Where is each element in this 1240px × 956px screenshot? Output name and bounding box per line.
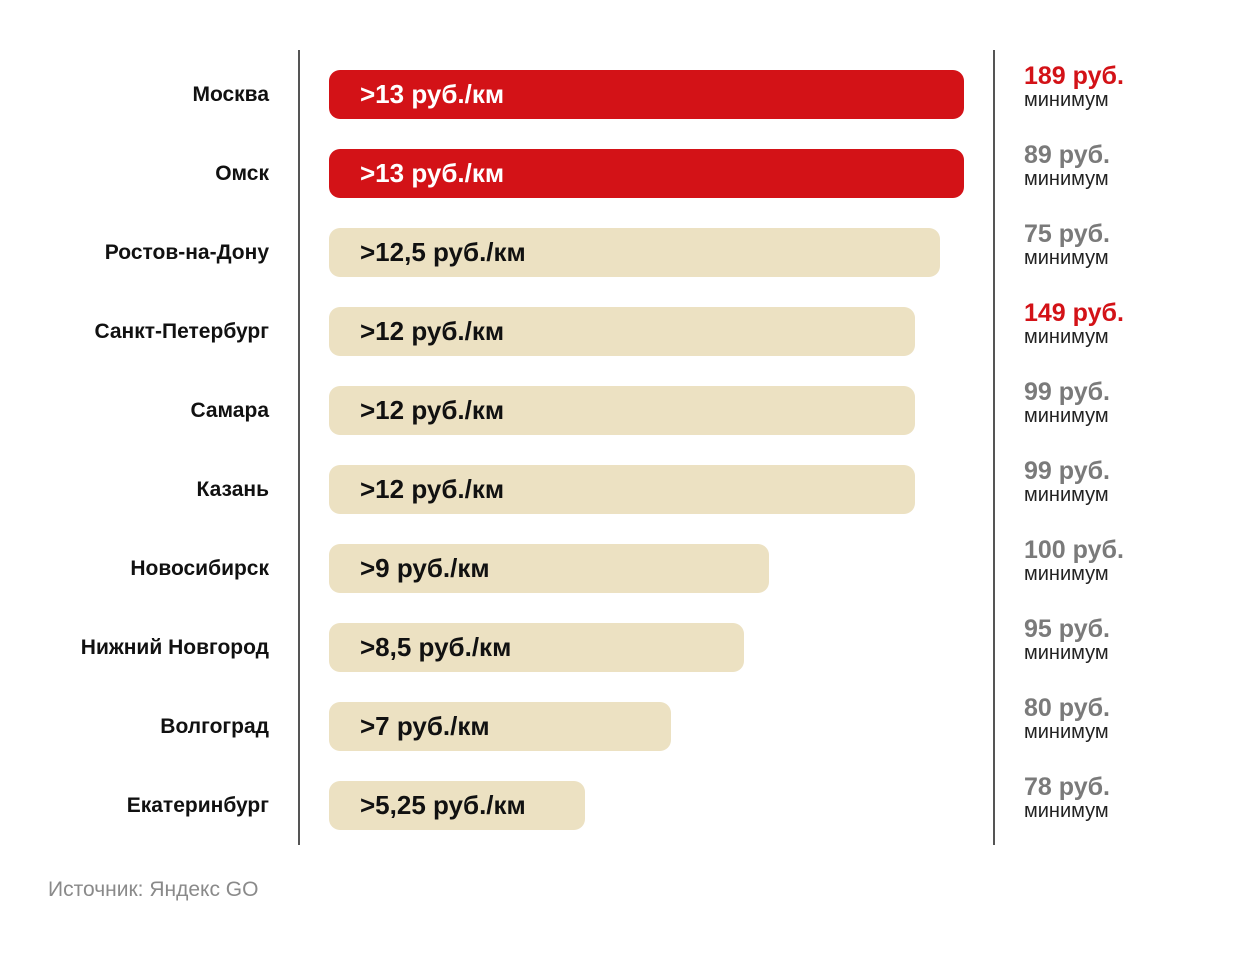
bar: >7 руб./км — [329, 702, 671, 751]
left-divider — [298, 50, 300, 845]
min-caption-label: минимум — [1024, 484, 1109, 506]
category-label: Екатеринбург — [126, 794, 269, 817]
category-label: Ростов-на-Дону — [104, 241, 269, 264]
min-caption-label: минимум — [1024, 89, 1109, 111]
min-caption-label: минимум — [1024, 721, 1109, 743]
bar: >12 руб./км — [329, 386, 915, 435]
min-price-label: 100 руб. — [1024, 536, 1124, 564]
min-price-label: 75 руб. — [1024, 220, 1110, 248]
min-caption-label: минимум — [1024, 326, 1109, 348]
bar: >8,5 руб./км — [329, 623, 744, 672]
min-caption-label: минимум — [1024, 563, 1109, 585]
chart-row: Ростов-на-Дону >12,5 руб./км 75 руб. миниму… — [0, 220, 1240, 307]
min-caption-label: минимум — [1024, 168, 1109, 190]
category-label: Омск — [215, 162, 269, 185]
min-price-label: 149 руб. — [1024, 299, 1124, 327]
chart-row: Омск >13 руб./км 89 руб. минимум — [0, 141, 1240, 228]
chart-row: Екатеринбург >5,25 руб./км 78 руб. минимум — [0, 773, 1240, 860]
min-caption-label: минимум — [1024, 642, 1109, 664]
bar: >9 руб./км — [329, 544, 769, 593]
bar: >12 руб./км — [329, 465, 915, 514]
min-price-label: 89 руб. — [1024, 141, 1110, 169]
min-caption-label: минимум — [1024, 800, 1109, 822]
min-price-label: 95 руб. — [1024, 615, 1110, 643]
min-price-label: 189 руб. — [1024, 62, 1124, 90]
category-label: Москва — [192, 83, 269, 106]
category-label: Казань — [196, 478, 269, 501]
min-price-label: 99 руб. — [1024, 378, 1110, 406]
category-label: Новосибирск — [130, 557, 269, 580]
min-caption-label: минимум — [1024, 405, 1109, 427]
chart-row: Москва >13 руб./км 189 руб. минимум — [0, 62, 1240, 149]
chart-row: Казань >12 руб./км 99 руб. минимум — [0, 457, 1240, 544]
bar: >13 руб./км — [329, 149, 964, 198]
chart-row: Нижний Новгород >8,5 руб./км 95 руб. миниму… — [0, 615, 1240, 702]
min-price-label: 80 руб. — [1024, 694, 1110, 722]
min-caption-label: минимум — [1024, 247, 1109, 269]
bar: >12 руб./км — [329, 307, 915, 356]
source-note: Источник: Яндекс GO — [48, 878, 259, 901]
bar: >12,5 руб./км — [329, 228, 940, 277]
category-label: Самара — [190, 399, 269, 422]
bar: >13 руб./км — [329, 70, 964, 119]
category-label: Санкт-Петербург — [94, 320, 269, 343]
chart-row: Новосибирск >9 руб./км 100 руб. минимум — [0, 536, 1240, 623]
category-label: Нижний Новгород — [80, 636, 269, 659]
min-price-label: 78 руб. — [1024, 773, 1110, 801]
chart-row: Волгоград >7 руб./км 80 руб. минимум — [0, 694, 1240, 781]
bar: >5,25 руб./км — [329, 781, 585, 830]
right-divider — [993, 50, 995, 845]
min-price-label: 99 руб. — [1024, 457, 1110, 485]
chart-row: Санкт-Петербург >12 руб./км 149 руб. миниму… — [0, 299, 1240, 386]
chart-row: Самара >12 руб./км 99 руб. минимум — [0, 378, 1240, 465]
category-label: Волгоград — [160, 715, 269, 738]
